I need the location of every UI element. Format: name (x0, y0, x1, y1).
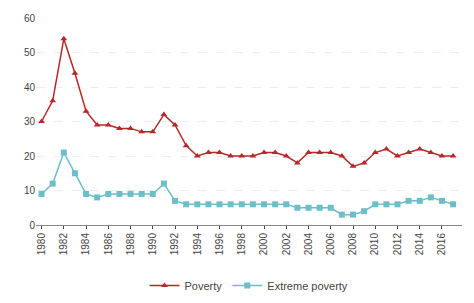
svg-text:2012: 2012 (392, 233, 403, 256)
svg-text:20: 20 (24, 151, 36, 162)
svg-text:2002: 2002 (281, 233, 292, 256)
svg-text:30: 30 (24, 116, 36, 127)
svg-text:1994: 1994 (192, 233, 203, 256)
svg-text:Poverty: Poverty (185, 280, 223, 292)
svg-text:0: 0 (29, 220, 35, 231)
svg-text:1988: 1988 (125, 233, 136, 256)
svg-text:1982: 1982 (58, 233, 69, 256)
svg-text:10: 10 (24, 185, 36, 196)
svg-text:Extreme poverty: Extreme poverty (267, 280, 348, 292)
svg-text:2000: 2000 (258, 233, 269, 256)
svg-text:50: 50 (24, 47, 36, 58)
svg-text:2016: 2016 (436, 233, 447, 256)
svg-text:2014: 2014 (414, 233, 425, 256)
svg-text:1990: 1990 (147, 233, 158, 256)
svg-text:2010: 2010 (369, 233, 380, 256)
svg-text:2008: 2008 (347, 233, 358, 256)
svg-text:40: 40 (24, 82, 36, 93)
svg-text:1980: 1980 (36, 233, 47, 256)
svg-text:1986: 1986 (103, 233, 114, 256)
svg-text:2004: 2004 (303, 233, 314, 256)
svg-text:60: 60 (24, 13, 36, 24)
svg-text:1998: 1998 (236, 233, 247, 256)
svg-text:1992: 1992 (169, 233, 180, 256)
svg-text:2006: 2006 (325, 233, 336, 256)
svg-text:1984: 1984 (80, 233, 91, 256)
svg-text:1996: 1996 (214, 233, 225, 256)
